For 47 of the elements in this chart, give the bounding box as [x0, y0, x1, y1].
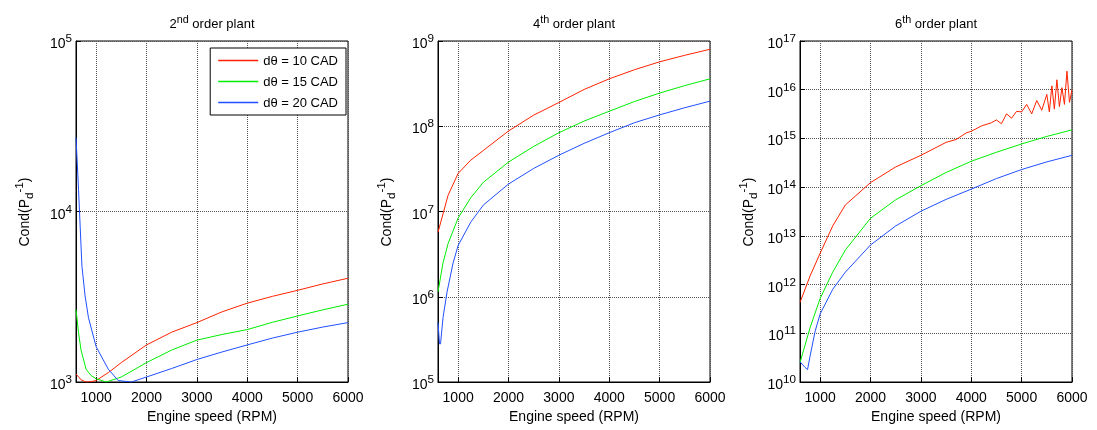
line-series	[437, 48, 711, 233]
x-tick-label: 5000	[282, 389, 314, 405]
y-tick-label: 10$^{11}$	[768, 323, 796, 344]
x-tick-label: 2000	[492, 389, 525, 405]
y-tick-label: 10$^{16}$	[767, 79, 796, 100]
x-tick-label: 6000	[332, 389, 364, 405]
x-tick-label: 6000	[1056, 389, 1088, 405]
x-tick-label: 5000	[1006, 389, 1038, 405]
line-series	[437, 78, 711, 293]
legend-label: dθ = 15 CAD	[263, 74, 338, 89]
x-tick-label: 6000	[694, 389, 726, 405]
x-tick-label: 4000	[231, 389, 264, 405]
x-tick-label: 2000	[130, 389, 163, 405]
x-tick-label: 3000	[181, 389, 213, 405]
x-tick-label: 1000	[804, 389, 836, 405]
x-tick-label: 5000	[644, 389, 676, 405]
y-tick-label: 10$^{12}$	[767, 274, 796, 295]
y-tick-label: 10$^{13}$	[767, 226, 796, 246]
x-tick-label: 4000	[593, 389, 626, 405]
y-tick-label: 10$^{5}$	[49, 31, 72, 51]
x-tick-label: 3000	[905, 389, 937, 405]
y-tick-label: 10$^{17}$	[767, 31, 796, 51]
y-tick-label: 10$^{10}$	[767, 372, 796, 392]
x-tick-label: 1000	[80, 389, 112, 405]
y-tick-label: 10$^{4}$	[49, 201, 72, 222]
line-series	[799, 70, 1073, 303]
x-axis-title: Engine speed (RPM)	[871, 407, 1001, 424]
y-tick-label: 10$^{7}$	[411, 201, 434, 222]
x-tick-label: 1000	[442, 389, 474, 405]
x-axis-title: Engine speed (RPM)	[509, 407, 639, 424]
line-series	[437, 100, 711, 345]
x-axis-title: Engine speed (RPM)	[147, 407, 277, 424]
y-tick-label: 10$^{9}$	[411, 31, 434, 51]
chart-title: 6$^{th}$ order plant	[894, 13, 978, 32]
y-tick-label: 10$^{6}$	[411, 286, 434, 307]
y-tick-label: 10$^{8}$	[411, 116, 434, 137]
chart-title: 4$^{th}$ order plant	[532, 13, 616, 32]
x-tick-label: 4000	[955, 389, 988, 405]
legend-label: dθ = 10 CAD	[263, 53, 338, 68]
x-tick-label: 3000	[543, 389, 575, 405]
x-tick-label: 2000	[854, 389, 887, 405]
chart-title: 2$^{nd}$ order plant	[168, 13, 256, 32]
y-tick-label: 10$^{3}$	[49, 372, 72, 392]
y-tick-label: 10$^{5}$	[411, 372, 434, 392]
y-tick-label: 10$^{14}$	[767, 177, 796, 197]
y-tick-label: 10$^{15}$	[767, 128, 796, 149]
legend-label: dθ = 20 CAD	[263, 95, 338, 110]
